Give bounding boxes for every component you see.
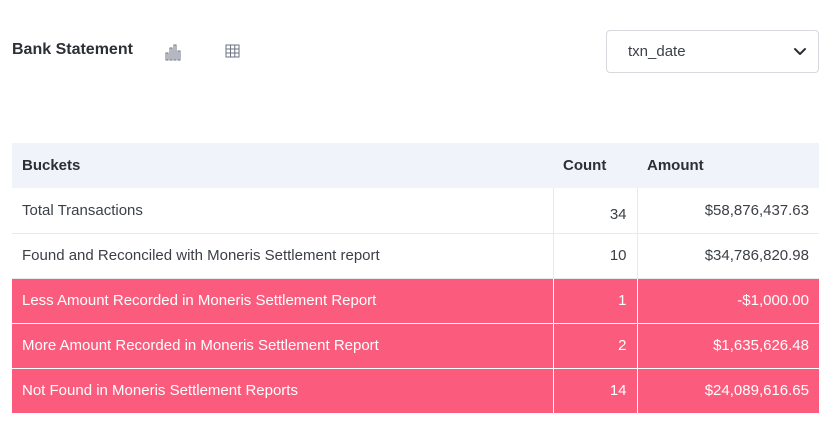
table-header-row: Buckets Count Amount [12,143,819,188]
amount-cell: $58,876,437.63 [636,188,819,234]
count-cell: 1 [552,278,637,324]
bucket-cell: Not Found in Moneris Settlement Reports [12,368,553,414]
table-row[interactable]: Not Found in Moneris Settlement Reports … [12,368,819,414]
bucket-cell: Total Transactions [12,188,553,234]
chart-view-button[interactable] [163,42,183,62]
table-row[interactable]: Less Amount Recorded in Moneris Settleme… [12,278,819,324]
column-header-amount: Amount [647,157,704,174]
column-header-count: Count [563,157,607,174]
page-title: Bank Statement [12,41,133,58]
amount-cell: -$1,000.00 [636,278,819,324]
date-field-select[interactable]: txn_date [606,30,819,73]
count-cell: 2 [552,323,637,369]
table-row[interactable]: More Amount Recorded in Moneris Settleme… [12,323,819,369]
bucket-cell: Found and Reconciled with Moneris Settle… [12,233,553,279]
amount-cell: $34,786,820.98 [636,233,819,279]
amount-cell: $24,089,616.65 [636,368,819,414]
column-header-buckets: Buckets [22,157,81,174]
table-row[interactable]: Found and Reconciled with Moneris Settle… [12,233,819,279]
chevron-down-icon [794,48,806,55]
buckets-table: Buckets Count Amount Total Transactions … [12,143,819,414]
bucket-cell: Less Amount Recorded in Moneris Settleme… [12,278,553,324]
toolbar: Bank Statement txn_date [0,0,834,100]
count-cell: 34 [552,188,637,234]
bar-chart-icon [165,44,181,61]
count-cell: 10 [552,233,637,279]
date-field-select-value: txn_date [628,43,686,60]
table-grid-icon [225,44,240,58]
table-view-button[interactable] [224,42,242,60]
table-row[interactable]: Total Transactions 34 $58,876,437.63 [12,188,819,234]
bucket-cell: More Amount Recorded in Moneris Settleme… [12,323,553,369]
count-cell: 14 [552,368,637,414]
amount-cell: $1,635,626.48 [636,323,819,369]
